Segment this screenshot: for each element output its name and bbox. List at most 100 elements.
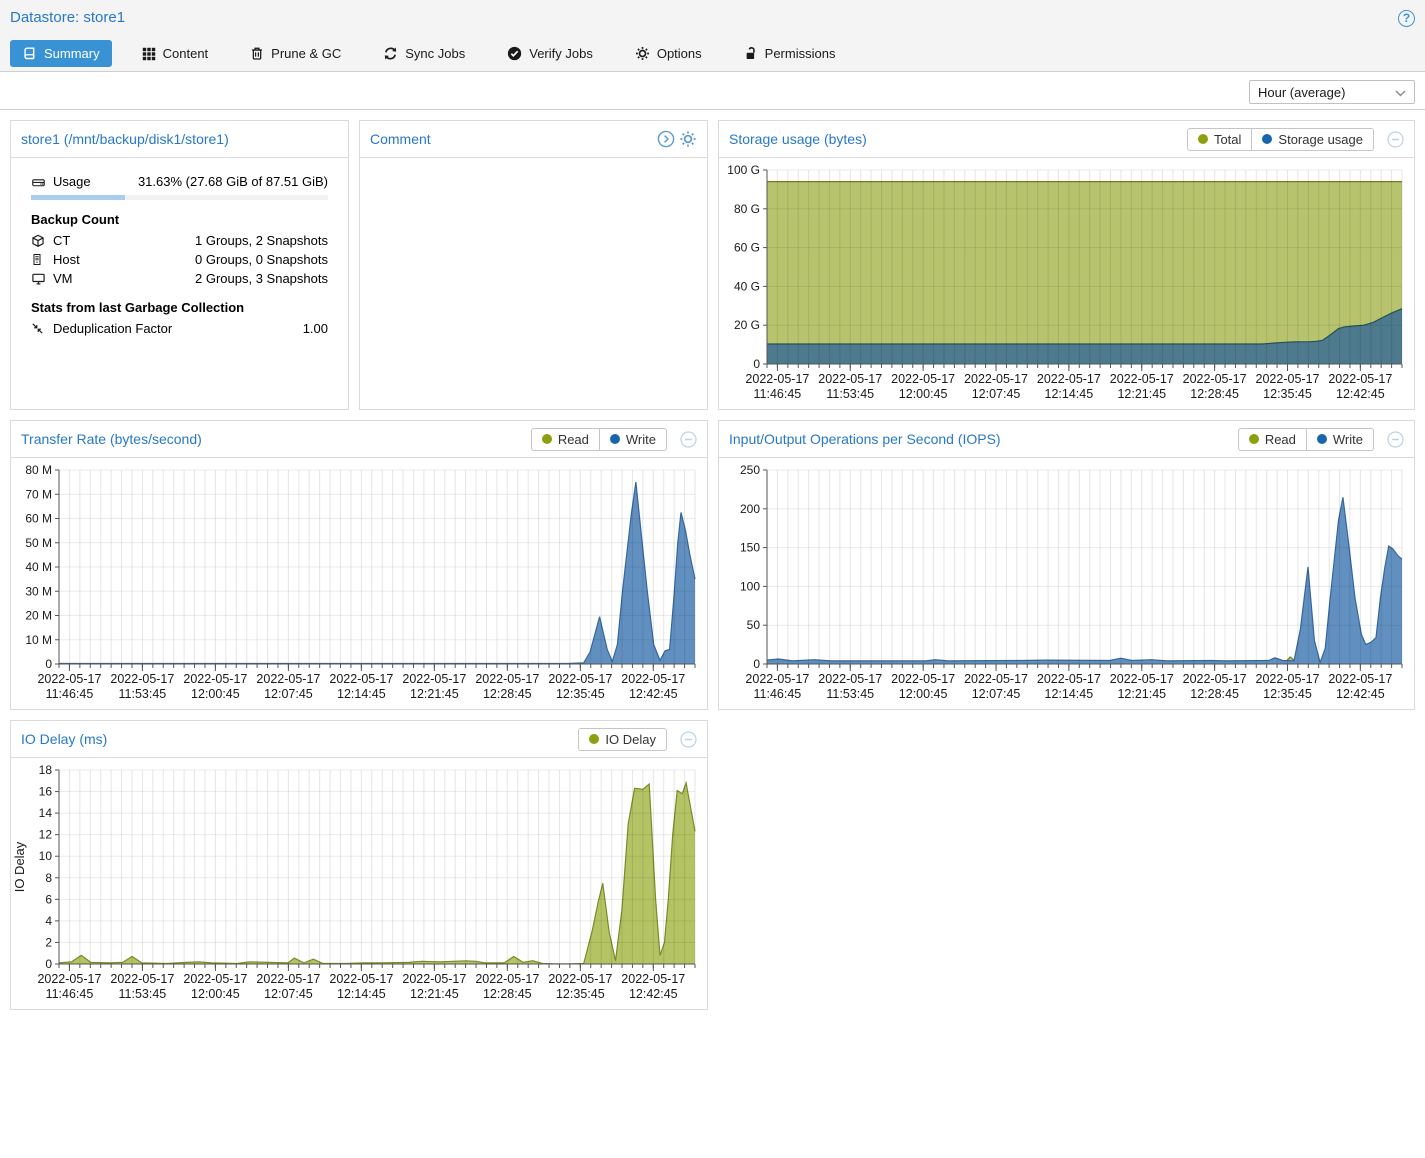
- svg-text:2022-05-17: 2022-05-17: [183, 972, 247, 986]
- transfer-rate-panel: Transfer Rate (bytes/second) Read Write …: [10, 420, 708, 710]
- svg-text:2022-05-17: 2022-05-17: [1110, 372, 1174, 386]
- chart-legend: IO Delay: [578, 727, 667, 751]
- legend-label: Total: [1213, 131, 1242, 147]
- svg-text:12:21:45: 12:21:45: [1117, 387, 1166, 401]
- svg-text:2022-05-17: 2022-05-17: [475, 972, 539, 986]
- svg-text:6: 6: [45, 892, 52, 906]
- unlock-icon: [744, 46, 758, 61]
- svg-text:12:14:45: 12:14:45: [337, 687, 386, 701]
- time-range-value: Hour (average): [1258, 84, 1346, 100]
- legend-item-storage-usage[interactable]: Storage usage: [1251, 128, 1373, 150]
- svg-text:2022-05-17: 2022-05-17: [964, 372, 1028, 386]
- tab-label: Summary: [44, 46, 100, 61]
- svg-text:2022-05-17: 2022-05-17: [745, 372, 809, 386]
- chart-legend: Total Storage usage: [1186, 127, 1374, 151]
- usage-label: Usage: [53, 174, 91, 189]
- tab-label: Options: [656, 46, 702, 61]
- tab-prune-gc[interactable]: Prune & GC: [238, 40, 353, 67]
- legend-item-total[interactable]: Total: [1188, 129, 1251, 150]
- svg-text:40 G: 40 G: [734, 279, 760, 293]
- svg-text:12:35:45: 12:35:45: [556, 687, 605, 701]
- gear-icon: [635, 46, 650, 61]
- svg-text:40 M: 40 M: [25, 560, 52, 574]
- svg-text:12:00:45: 12:00:45: [899, 387, 948, 401]
- compress-icon: [31, 322, 53, 335]
- book-icon: [22, 46, 37, 61]
- tab-label: Permissions: [764, 46, 836, 61]
- svg-text:0: 0: [753, 657, 760, 671]
- tab-summary[interactable]: Summary: [10, 40, 112, 67]
- collapse-panel-button[interactable]: [1386, 130, 1404, 148]
- svg-text:2022-05-17: 2022-05-17: [329, 672, 393, 686]
- transfer-rate-chart: 80 M 70 M 60 M 50 M 40 M 30 M 20 M 10 M 0 2022-05…: [11, 458, 707, 708]
- svg-text:2022-05-17: 2022-05-17: [891, 372, 955, 386]
- svg-text:11:46:45: 11:46:45: [754, 687, 802, 701]
- row-value: 1.00: [302, 321, 328, 336]
- hdd-icon: [31, 175, 53, 189]
- tab-options[interactable]: Options: [623, 40, 714, 67]
- tab-content[interactable]: Content: [130, 40, 221, 67]
- svg-text:10: 10: [39, 849, 53, 863]
- svg-text:2022-05-17: 2022-05-17: [1037, 672, 1101, 686]
- svg-text:250: 250: [740, 463, 760, 477]
- usage-value: 31.63% (27.68 GiB of 87.51 GiB): [137, 174, 328, 189]
- row-value: 0 Groups, 0 Snapshots: [195, 252, 328, 267]
- edit-comment-gear-button[interactable]: [679, 130, 697, 148]
- row-label: VM: [53, 271, 73, 286]
- legend-item-read[interactable]: Read: [1239, 429, 1306, 450]
- chart-legend: Read Write: [530, 427, 667, 451]
- svg-text:11:46:45: 11:46:45: [46, 987, 94, 1001]
- check-circle-icon: [507, 46, 522, 61]
- collapse-panel-button[interactable]: [679, 730, 697, 748]
- storage-usage-chart: 100 G 80 G 60 G 40 G 20 G 0 2022-05-17 11:46:45…: [719, 158, 1414, 408]
- legend-label: Write: [1332, 431, 1363, 447]
- panel-title: Transfer Rate (bytes/second): [21, 431, 202, 447]
- svg-text:11:53:45: 11:53:45: [119, 687, 167, 701]
- legend-label: IO Delay: [605, 731, 656, 747]
- legend-dot: [1262, 134, 1273, 144]
- row-value: 1 Groups, 2 Snapshots: [195, 233, 328, 248]
- expand-comment-button[interactable]: [657, 130, 675, 148]
- legend-label: Read: [557, 431, 589, 447]
- legend-dot: [1316, 434, 1327, 444]
- panel-title: IO Delay (ms): [21, 731, 108, 747]
- tab-verify-jobs[interactable]: Verify Jobs: [495, 40, 605, 67]
- legend-item-write[interactable]: Write: [1305, 428, 1373, 450]
- collapse-panel-button[interactable]: [679, 430, 697, 448]
- time-range-select[interactable]: Hour (average): [1249, 80, 1415, 104]
- svg-text:11:46:45: 11:46:45: [754, 387, 802, 401]
- legend-dot: [609, 434, 620, 444]
- svg-text:100 G: 100 G: [727, 163, 760, 177]
- svg-text:12:28:45: 12:28:45: [1190, 387, 1239, 401]
- svg-text:12:07:45: 12:07:45: [972, 687, 1021, 701]
- dedup-factor-row: Deduplication Factor 1.00: [31, 319, 328, 338]
- legend-item-io-delay[interactable]: IO Delay: [579, 729, 666, 750]
- legend-dot: [589, 734, 600, 744]
- legend-item-read[interactable]: Read: [532, 429, 599, 450]
- tab-sync-jobs[interactable]: Sync Jobs: [371, 40, 477, 67]
- svg-text:2022-05-17: 2022-05-17: [256, 972, 320, 986]
- panel-title: Storage usage (bytes): [729, 131, 867, 147]
- comment-value[interactable]: [360, 158, 707, 408]
- usage-progress-fill: [31, 195, 125, 200]
- svg-text:80 M: 80 M: [25, 463, 52, 477]
- svg-text:2022-05-17: 2022-05-17: [110, 672, 174, 686]
- chevron-down-icon: [1395, 85, 1406, 100]
- help-button[interactable]: ?: [1398, 10, 1415, 27]
- panel-title: Comment: [370, 131, 431, 147]
- svg-text:2022-05-17: 2022-05-17: [818, 372, 882, 386]
- legend-item-write[interactable]: Write: [598, 428, 666, 450]
- svg-text:2022-05-17: 2022-05-17: [818, 672, 882, 686]
- svg-text:11:46:45: 11:46:45: [46, 687, 94, 701]
- svg-text:12:14:45: 12:14:45: [1045, 387, 1094, 401]
- svg-text:100: 100: [740, 579, 760, 593]
- cube-icon: [31, 234, 53, 248]
- svg-text:12:21:45: 12:21:45: [1117, 687, 1166, 701]
- tab-permissions[interactable]: Permissions: [732, 40, 848, 67]
- legend-dot: [1197, 134, 1208, 144]
- collapse-panel-button[interactable]: [1386, 430, 1404, 448]
- svg-text:12:00:45: 12:00:45: [191, 687, 240, 701]
- svg-text:12:35:45: 12:35:45: [1263, 687, 1312, 701]
- gc-stats-heading: Stats from last Garbage Collection: [31, 300, 245, 315]
- svg-text:2022-05-17: 2022-05-17: [1328, 672, 1392, 686]
